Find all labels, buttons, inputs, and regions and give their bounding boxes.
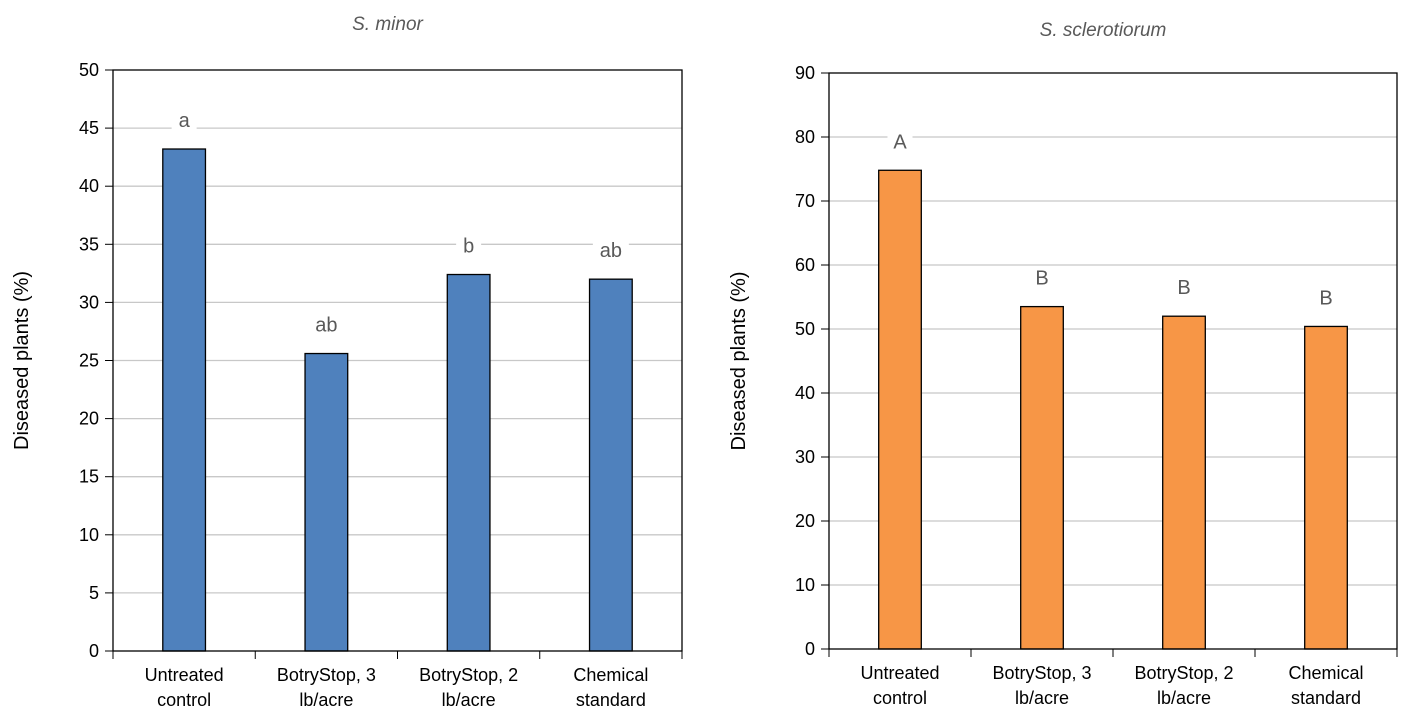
x-tick-label: Untreated control: [860, 663, 939, 708]
bar: [304, 352, 349, 652]
x-tick-label-line: standard: [576, 690, 646, 710]
y-tick-label: 80: [795, 127, 815, 147]
x-tick-label-line: Untreated: [145, 665, 224, 685]
x-tick-label-line: control: [157, 690, 211, 710]
y-tick-label: 10: [795, 575, 815, 595]
x-tick-label: Chemical standard: [573, 665, 648, 710]
x-tick-label-line: Chemical: [1288, 663, 1363, 683]
bar: [446, 273, 491, 652]
chart-title: S. sclerotiorum: [1040, 20, 1167, 41]
y-tick-label: 30: [795, 447, 815, 467]
x-tick-label: Untreated control: [145, 665, 224, 710]
data-label: A: [893, 131, 907, 153]
y-tick-label: 60: [795, 255, 815, 275]
y-tick-label: 45: [79, 118, 99, 138]
x-tick-label-line: lb/acre: [1157, 688, 1211, 708]
y-tick-label: 0: [805, 639, 815, 659]
y-tick-label: 40: [79, 176, 99, 196]
bar: [1162, 315, 1206, 650]
x-tick-label-line: Untreated: [860, 663, 939, 683]
x-tick-label-line: BotryStop, 3: [277, 665, 376, 685]
data-label-bg: [1171, 278, 1197, 301]
data-label-bg: [592, 241, 629, 264]
chart-panel-left: 0 5 10 15 20 25 30 35 40 45 50 a Untreated control ab B…: [11, 14, 683, 710]
bar: [162, 148, 207, 652]
plot-frame: [112, 69, 683, 652]
data-label: B: [1035, 268, 1048, 290]
y-tick-label: 20: [79, 409, 99, 429]
x-tick-label-line: BotryStop, 3: [992, 663, 1091, 683]
bar: [878, 169, 922, 650]
data-label: B: [1177, 277, 1190, 299]
bar: [1020, 305, 1064, 650]
y-tick-label: 90: [795, 63, 815, 83]
bar: [1304, 325, 1348, 650]
y-axis-label: Diseased plants (%): [11, 271, 33, 450]
x-tick-label-line: control: [873, 688, 927, 708]
data-label-bg: [308, 315, 345, 338]
x-tick-label: Chemical standard: [1288, 663, 1363, 708]
data-label-bg: [887, 132, 913, 155]
data-label: B: [1319, 287, 1332, 309]
data-label-bg: [456, 236, 482, 259]
y-tick-label: 40: [795, 383, 815, 403]
y-tick-label: 50: [795, 319, 815, 339]
y-tick-label: 25: [79, 351, 99, 371]
y-tick-label: 20: [795, 511, 815, 531]
x-tick-label: BotryStop, 3 lb/acre: [277, 665, 376, 710]
y-tick-label: 5: [89, 583, 99, 603]
data-label-bg: [1029, 268, 1055, 291]
data-label-bg: [171, 111, 197, 134]
data-label: b: [463, 236, 474, 258]
y-tick-label: 70: [795, 191, 815, 211]
x-tick-label-line: lb/acre: [442, 690, 496, 710]
x-tick-label-line: BotryStop, 2: [1134, 663, 1233, 683]
x-tick-label: BotryStop, 3 lb/acre: [992, 663, 1091, 708]
y-tick-label: 10: [79, 525, 99, 545]
data-label: a: [179, 110, 191, 132]
data-label-bg: [1313, 288, 1339, 311]
x-tick-label-line: standard: [1291, 688, 1361, 708]
x-tick-label-line: Chemical: [573, 665, 648, 685]
plot-frame: [828, 72, 1398, 650]
x-tick-label: BotryStop, 2 lb/acre: [1134, 663, 1233, 708]
data-label: ab: [315, 315, 337, 337]
data-label: ab: [600, 240, 622, 262]
y-tick-label: 15: [79, 467, 99, 487]
y-tick-label: 30: [79, 292, 99, 312]
x-tick-label-line: lb/acre: [1015, 688, 1069, 708]
y-tick-label: 35: [79, 234, 99, 254]
chart-title: S. minor: [352, 14, 423, 35]
x-tick-label-line: BotryStop, 2: [419, 665, 518, 685]
y-tick-label: 50: [79, 60, 99, 80]
x-tick-label-line: lb/acre: [299, 690, 353, 710]
y-axis-label: Diseased plants (%): [728, 272, 750, 451]
x-tick-label: BotryStop, 2 lb/acre: [419, 665, 518, 710]
chart-panel-right: 0 10 20 30 40 50 60 70 80 90 A Untreated control B Bot…: [728, 20, 1398, 708]
y-tick-label: 0: [89, 641, 99, 661]
bar: [588, 278, 633, 652]
